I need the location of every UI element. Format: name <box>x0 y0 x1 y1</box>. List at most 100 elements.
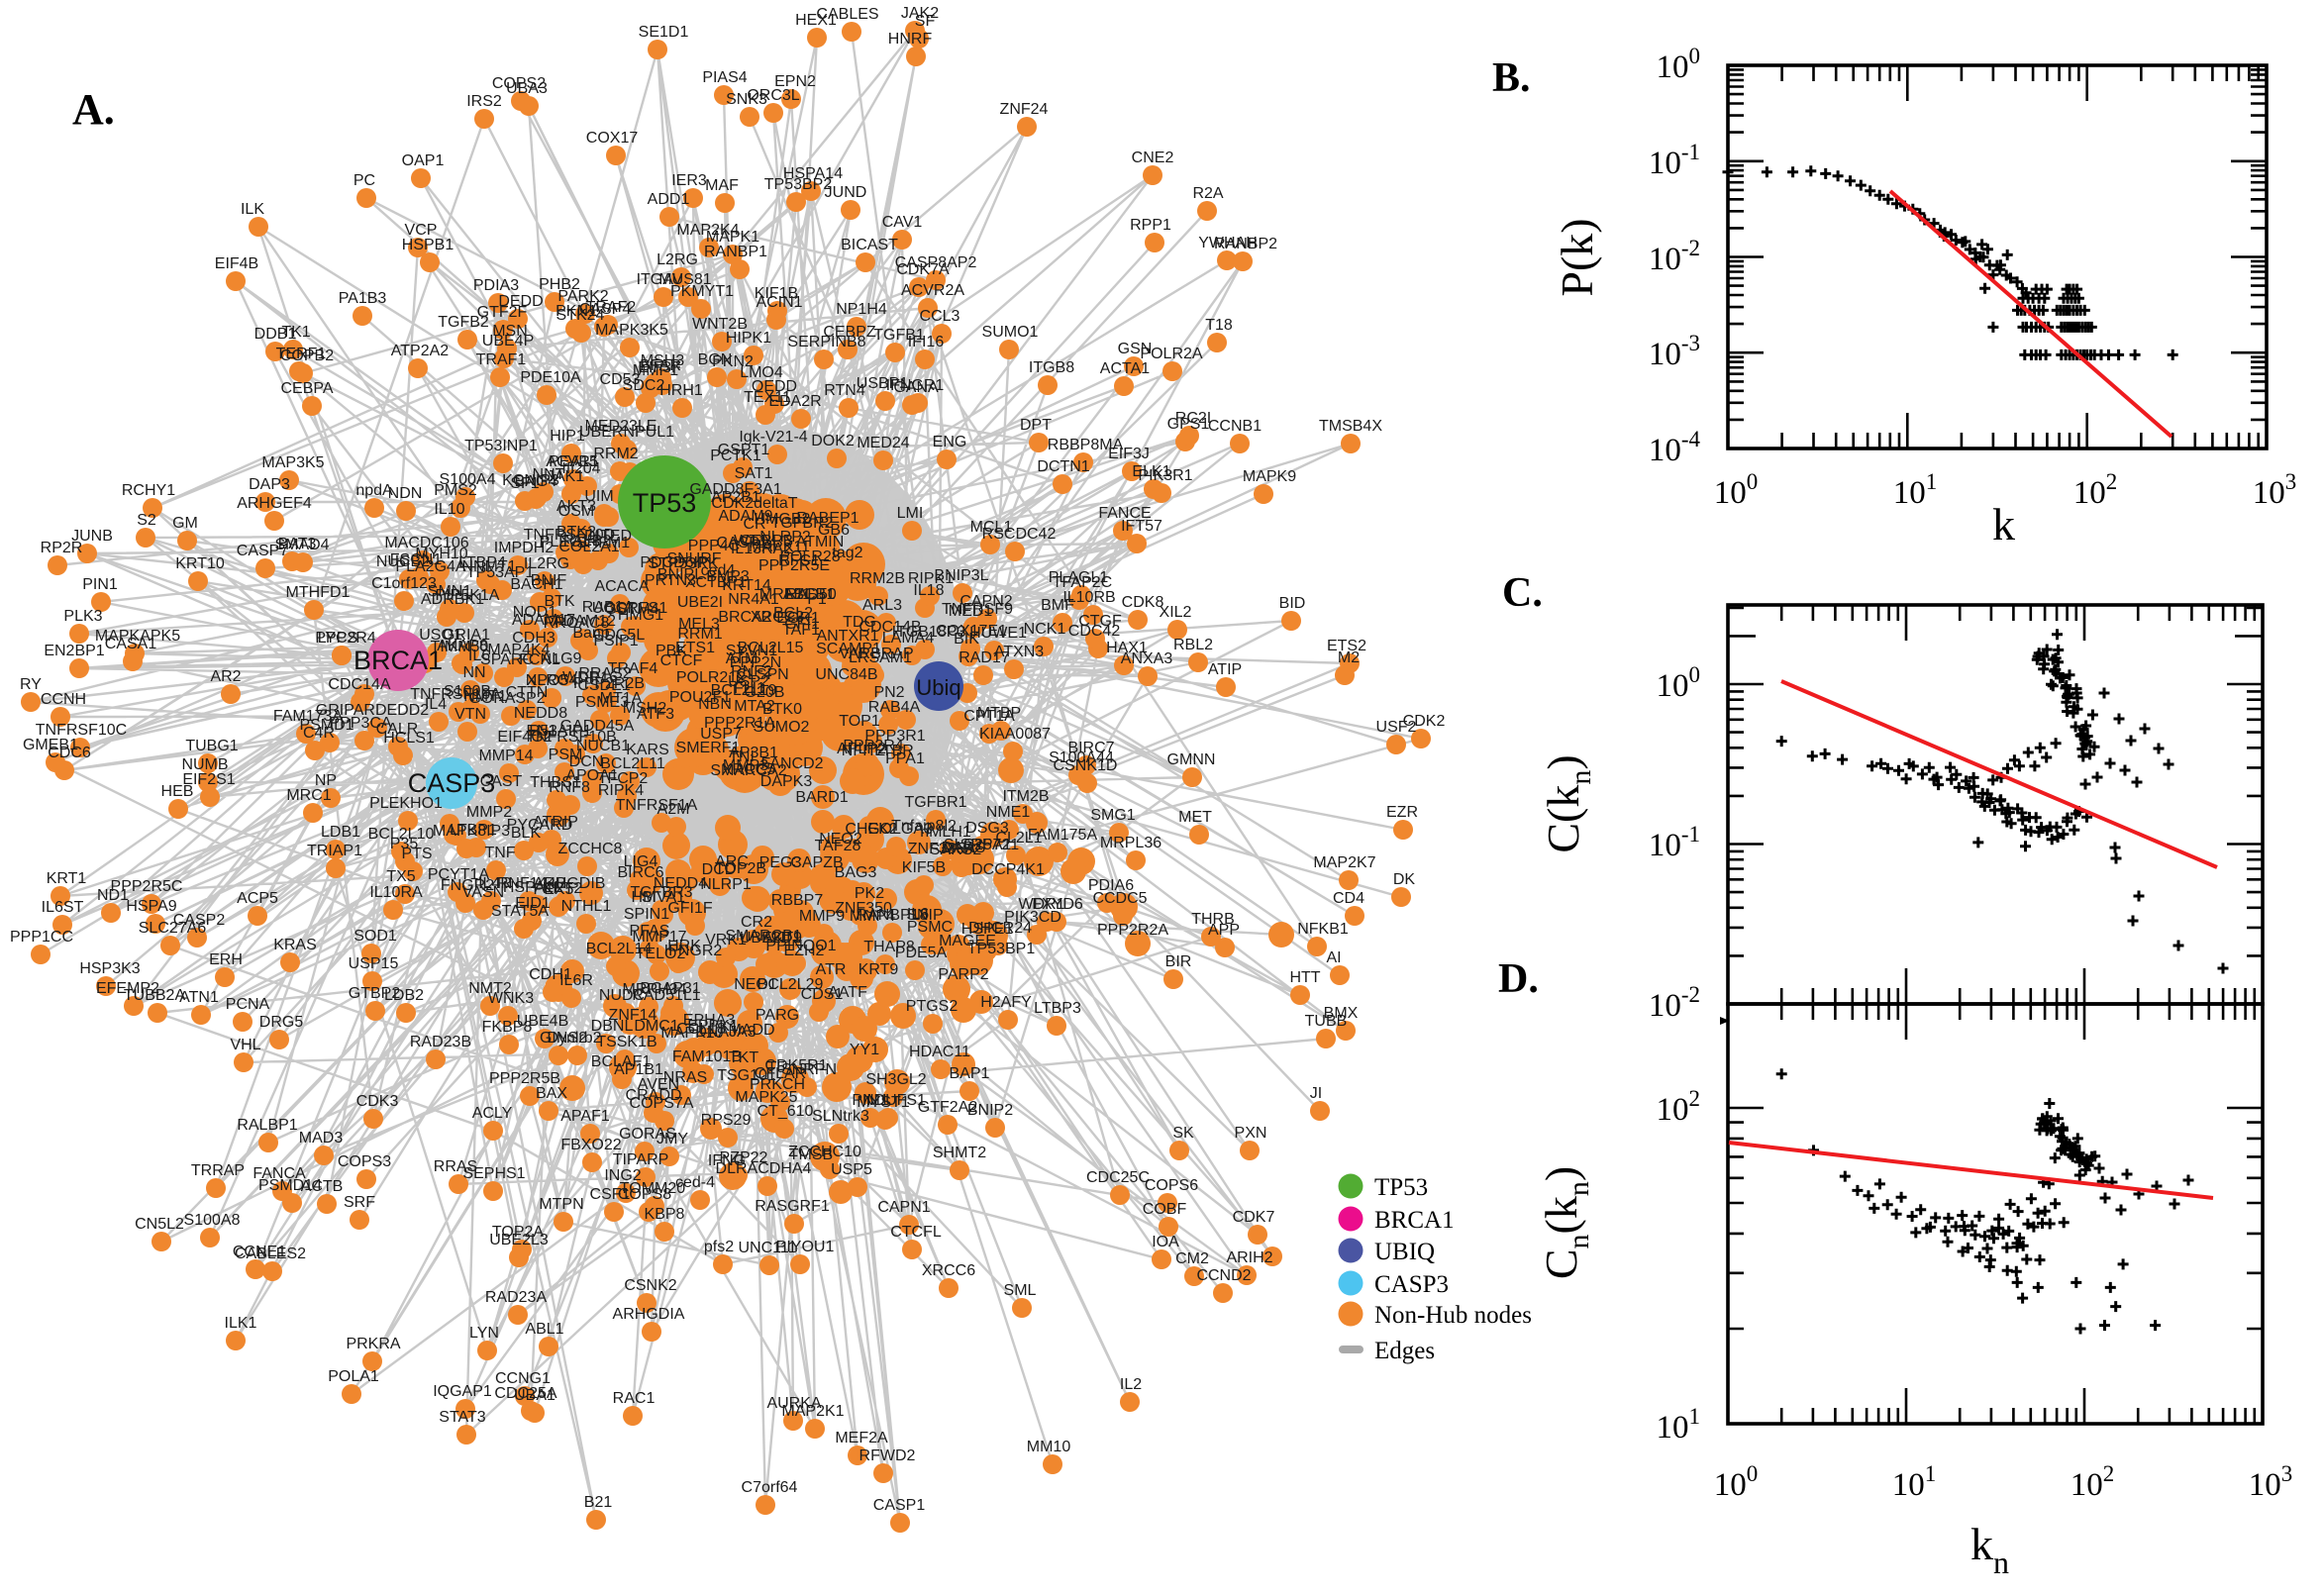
svg-text:DITED: DITED <box>584 528 632 545</box>
svg-text:TGFBR2: TGFBR2 <box>770 515 833 532</box>
svg-text:BID: BID <box>1279 595 1306 612</box>
svg-text:PEA15: PEA15 <box>549 453 598 470</box>
svg-text:CDC14A: CDC14A <box>328 676 390 693</box>
svg-text:ITM2B: ITM2B <box>1002 788 1049 805</box>
svg-text:PXN: PXN <box>1235 1125 1267 1142</box>
svg-text:TRAF4: TRAF4 <box>608 660 658 677</box>
svg-text:101: 101 <box>1892 1461 1937 1503</box>
svg-text:HSPA9: HSPA9 <box>126 898 176 915</box>
svg-text:NEDD4: NEDD4 <box>654 875 707 892</box>
svg-text:RBL2: RBL2 <box>1173 637 1213 653</box>
svg-text:RRAS: RRAS <box>434 1158 477 1175</box>
svg-text:RAB1A: RAB1A <box>582 599 635 616</box>
svg-text:SH3GL2: SH3GL2 <box>865 1071 926 1088</box>
svg-text:CASP14: CASP14 <box>716 535 776 551</box>
svg-text:CDC5L: CDC5L <box>593 627 646 644</box>
svg-text:ERH: ERH <box>209 951 243 968</box>
svg-text:NNT: NNT <box>533 466 565 483</box>
svg-text:ACTA1: ACTA1 <box>1100 360 1150 377</box>
svg-text:COX17: COX17 <box>586 130 639 147</box>
svg-text:IL4R: IL4R <box>478 875 512 892</box>
svg-text:UBERNPUL1: UBERNPUL1 <box>579 424 674 441</box>
svg-text:NUMB: NUMB <box>181 756 228 773</box>
svg-text:NOD1: NOD1 <box>513 604 557 621</box>
svg-text:PHB2: PHB2 <box>539 276 580 293</box>
svg-text:PRTN3: PRTN3 <box>645 572 696 589</box>
svg-text:TSSK1B: TSSK1B <box>596 1034 656 1050</box>
svg-text:APP: APP <box>1208 922 1240 939</box>
svg-text:MEF2A: MEF2A <box>835 1430 888 1446</box>
svg-text:BIR: BIR <box>1165 953 1192 970</box>
svg-text:BIRC7: BIRC7 <box>1067 740 1114 756</box>
svg-text:PEG3: PEG3 <box>759 854 802 871</box>
svg-text:MTBP: MTBP <box>977 705 1021 722</box>
svg-text:ATRIP: ATRIP <box>533 814 578 831</box>
svg-text:USP7: USP7 <box>700 726 742 743</box>
svg-text:HEX1: HEX1 <box>795 12 837 29</box>
svg-text:IFT57: IFT57 <box>1121 518 1162 535</box>
svg-text:RANBP1: RANBP1 <box>704 244 767 260</box>
svg-text:AATF: AATF <box>828 984 867 1001</box>
svg-text:UBE2L3: UBE2L3 <box>489 1232 549 1248</box>
svg-text:CEBPA: CEBPA <box>280 380 333 397</box>
svg-text:PPP2R1A: PPP2R1A <box>704 715 775 732</box>
svg-text:CEBPZ: CEBPZ <box>823 324 876 341</box>
svg-text:KIF5B: KIF5B <box>902 859 946 876</box>
svg-text:LMO4: LMO4 <box>740 364 783 381</box>
svg-text:CASP3: CASP3 <box>1374 1271 1449 1298</box>
svg-text:NCK1: NCK1 <box>1024 621 1066 638</box>
svg-text:CDK5R1: CDK5R1 <box>764 1057 827 1074</box>
svg-text:CSNK1D: CSNK1D <box>1054 757 1118 774</box>
svg-text:COPS3: COPS3 <box>338 1153 391 1170</box>
svg-text:C1orf123: C1orf123 <box>371 575 437 592</box>
svg-text:CDH1: CDH1 <box>529 966 572 983</box>
svg-text:EPPK1: EPPK1 <box>687 1018 739 1035</box>
svg-text:PDIA6: PDIA6 <box>1088 877 1134 894</box>
svg-text:CHEK2: CHEK2 <box>845 821 897 838</box>
svg-text:RANBP2: RANBP2 <box>1214 236 1277 252</box>
svg-text:CT_610: CT_610 <box>758 1103 814 1120</box>
svg-text:TELO2: TELO2 <box>636 946 686 962</box>
svg-text:ADRBK1: ADRBK1 <box>421 591 484 608</box>
svg-text:ING2: ING2 <box>604 1167 641 1184</box>
svg-text:DLRACDHA4: DLRACDHA4 <box>716 1160 812 1177</box>
svg-text:APAF1: APAF1 <box>560 1108 610 1125</box>
svg-text:MED24: MED24 <box>857 435 909 451</box>
svg-text:CAPN2: CAPN2 <box>960 593 1012 610</box>
svg-text:GOLGA3: GOLGA3 <box>867 821 933 838</box>
svg-text:YWHAH: YWHAH <box>1198 235 1258 251</box>
svg-text:SF1: SF1 <box>510 475 539 492</box>
svg-text:SNRPN: SNRPN <box>781 1061 837 1078</box>
svg-text:MTA2: MTA2 <box>734 698 775 715</box>
svg-text:PLA2G4A: PLA2G4A <box>395 558 465 575</box>
svg-text:EIF3J: EIF3J <box>1108 446 1150 462</box>
svg-text:PARG: PARG <box>756 1007 799 1024</box>
svg-text:IL4: IL4 <box>425 696 447 713</box>
svg-text:BCL2L14: BCL2L14 <box>586 941 653 957</box>
svg-text:ZNF350: ZNF350 <box>835 900 892 917</box>
svg-text:NLRP2: NLRP2 <box>759 529 811 546</box>
svg-text:R2A: R2A <box>1192 185 1223 202</box>
svg-text:TEX11: TEX11 <box>744 389 791 406</box>
svg-text:DSG3: DSG3 <box>965 820 1009 837</box>
svg-text:Dynlrb2: Dynlrb2 <box>547 1030 601 1047</box>
svg-text:BIK: BIK <box>954 631 979 648</box>
svg-text:ACLY: ACLY <box>472 1105 513 1122</box>
svg-text:TP53BP2: TP53BP2 <box>764 176 833 193</box>
svg-text:RP2R: RP2R <box>41 540 83 556</box>
svg-text:RFC1: RFC1 <box>778 552 820 569</box>
svg-text:PIK3CD: PIK3CD <box>1004 909 1061 926</box>
svg-text:BTK: BTK <box>544 593 574 610</box>
svg-text:BNIP3L: BNIP3L <box>934 567 988 584</box>
svg-text:KRT1: KRT1 <box>47 870 87 887</box>
svg-text:CTCFL: CTCFL <box>890 1224 942 1241</box>
svg-text:TGFBR3: TGFBR3 <box>630 884 692 901</box>
svg-text:BIRC6: BIRC6 <box>617 864 663 881</box>
svg-text:SML: SML <box>1004 1282 1037 1299</box>
svg-text:RC2I: RC2I <box>1175 410 1211 427</box>
svg-text:SUMO1: SUMO1 <box>982 324 1039 341</box>
svg-text:HSPA1L: HSPA1L <box>503 879 562 896</box>
svg-text:MAD3: MAD3 <box>299 1130 344 1147</box>
svg-text:PSM: PSM <box>549 747 583 763</box>
svg-text:GRIA1: GRIA1 <box>443 627 490 644</box>
